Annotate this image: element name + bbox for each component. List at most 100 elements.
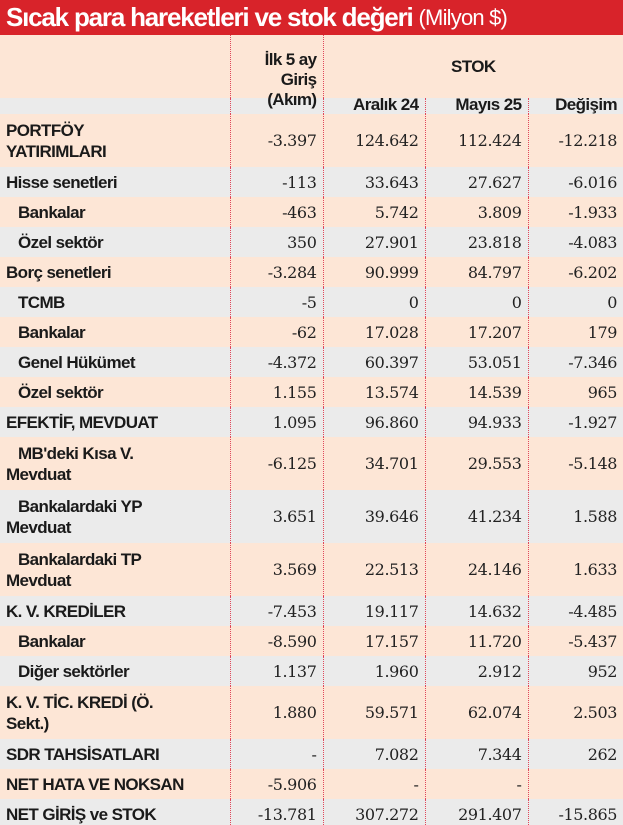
cell-flow: -7.453 [229, 596, 323, 626]
cell-degisim: 179 [527, 317, 623, 347]
cell-mayis25: 94.933 [424, 407, 528, 437]
cell-mayis25: 0 [424, 287, 528, 317]
cell-flow: -62 [229, 317, 323, 347]
table-row: Özel sektör 1.155 13.574 14.539 965 [0, 377, 623, 407]
cell-flow: 3.651 [229, 490, 323, 543]
cell-degisim: 0 [527, 287, 623, 317]
cell-flow: 1.137 [229, 656, 323, 686]
cell-flow: -5.906 [229, 769, 323, 799]
cell-flow: -3.284 [229, 257, 323, 287]
cell-flow: -3.397 [229, 114, 323, 167]
row-label: Hisse senetleri [6, 172, 118, 192]
row-label: Bankalar [18, 322, 86, 342]
row-label: TCMB [18, 292, 65, 312]
cell-aralik24: - [322, 769, 425, 799]
cell-degisim: -15.865 [527, 799, 623, 825]
cell-aralik24: 22.513 [322, 543, 425, 596]
cell-degisim: 965 [527, 377, 623, 407]
cell-aralik24: 96.860 [322, 407, 425, 437]
cell-degisim: -12.218 [527, 114, 623, 167]
table-row: Bankalar -463 5.742 3.809 -1.933 [0, 197, 623, 227]
table-row: Bankalar -62 17.028 17.207 179 [0, 317, 623, 347]
table-row: MB'deki Kısa V. Mevduat -6.125 34.701 29.55… [0, 437, 623, 490]
cell-flow: -113 [229, 167, 323, 197]
cell-degisim: -1.927 [527, 407, 623, 437]
cell-flow: - [229, 739, 323, 769]
cell-flow: 1.155 [229, 377, 323, 407]
table-row: Hisse senetleri -113 33.643 27.627 -6.016 [0, 167, 623, 197]
table-row: PORTFÖY YATIRIMLARI -3.397 124.642 112.424-… [0, 114, 623, 167]
unit-label: (Milyon $) [418, 4, 508, 30]
cell-mayis25: 14.632 [424, 596, 528, 626]
table-row: K. V. KREDİLER -7.453 19.117 14.632 -4.485 [0, 596, 623, 626]
table-row: K. V. TİC. KREDİ (Ö. Sekt.) 1.880 59.571 62… [0, 686, 623, 739]
cell-flow: 1.880 [229, 686, 323, 739]
cell-degisim: 1.633 [527, 543, 623, 596]
row-label: Bankalar [18, 631, 86, 651]
cell-flow: -463 [229, 197, 323, 227]
cell-flow: -8.590 [229, 626, 323, 656]
cell-aralik24: 17.157 [322, 626, 425, 656]
cell-mayis25: 23.818 [424, 227, 528, 257]
cell-mayis25: 112.424 [424, 114, 528, 167]
cell-aralik24: 17.028 [322, 317, 425, 347]
table-row: SDR TAHSİSATLARI -7.082 7.344 262 [0, 739, 623, 769]
header-stock-group: STOK [322, 35, 623, 98]
cell-degisim: 1.588 [527, 490, 623, 543]
cell-aralik24: 39.646 [322, 490, 425, 543]
cell-flow: 1.095 [229, 407, 323, 437]
row-label: Özel sektör [18, 382, 104, 402]
table-row: EFEKTİF, MEVDUAT 1.095 96.860 94.933 -1.927 [0, 407, 623, 437]
cell-degisim: -6.016 [527, 167, 623, 197]
cell-degisim: -1.933 [527, 197, 623, 227]
header-row-top: İlk 5 ay Giriş (Akım) STOK [0, 35, 623, 114]
title-bar: Sıcak para hareketleri ve stok değeri (M… [0, 0, 623, 35]
cell-aralik24: 124.642 [322, 114, 425, 167]
header-blank [0, 35, 230, 98]
row-label: NET HATA VE NOKSAN [6, 774, 184, 794]
row-label: EFEKTİF, MEVDUAT [6, 412, 158, 432]
cell-flow: -6.125 [229, 437, 323, 490]
cell-degisim: -4.485 [527, 596, 623, 626]
row-label: PORTFÖY YATIRIMLARI [6, 120, 107, 161]
cell-degisim: -7.346 [527, 347, 623, 377]
header-col-aralik24: Aralık 24 [322, 96, 425, 114]
flows-table: İlk 5 ay Giriş (Akım) STOK Aralık 24 May… [0, 35, 623, 825]
row-label: Genel Hükümet [18, 352, 136, 372]
cell-flow: -5 [229, 287, 323, 317]
cell-mayis25: 291.407 [424, 799, 528, 825]
cell-degisim: 2.503 [527, 686, 623, 739]
cell-aralik24: 34.701 [322, 437, 425, 490]
row-label: SDR TAHSİSATLARI [6, 744, 160, 764]
cell-degisim: -5.437 [527, 626, 623, 656]
row-label: MB'deki Kısa V. Mevduat [6, 443, 134, 484]
table-row: Özel sektör 350 27.901 23.818 -4.083 [0, 227, 623, 257]
row-label: NET GİRİŞ ve STOK [6, 804, 157, 824]
cell-mayis25: 24.146 [424, 543, 528, 596]
cell-aralik24: 0 [322, 287, 425, 317]
row-label: Özel sektör [18, 232, 104, 252]
cell-degisim: 952 [527, 656, 623, 686]
cell-aralik24: 5.742 [322, 197, 425, 227]
cell-aralik24: 60.397 [322, 347, 425, 377]
cell-mayis25: 14.539 [424, 377, 528, 407]
cell-flow: 3.569 [229, 543, 323, 596]
cell-mayis25: 62.074 [424, 686, 528, 739]
cell-mayis25: 27.627 [424, 167, 528, 197]
cell-degisim: 262 [527, 739, 623, 769]
table-row: NET HATA VE NOKSAN -5.906- - [0, 769, 623, 799]
cell-aralik24: 13.574 [322, 377, 425, 407]
cell-aralik24: 19.117 [322, 596, 425, 626]
table-row: TCMB -5 0 0 0 [0, 287, 623, 317]
table-row: Bankalardaki YP Mevduat 3.651 39.646 41.234… [0, 490, 623, 543]
cell-degisim: -4.083 [527, 227, 623, 257]
header-col-degisim: Değişim [527, 96, 623, 114]
cell-mayis25: 2.912 [424, 656, 528, 686]
cell-aralik24: 27.901 [322, 227, 425, 257]
header-flow: İlk 5 ay Giriş (Akım) [229, 35, 323, 114]
cell-mayis25: 17.207 [424, 317, 528, 347]
table-row: Bankalar -8.590 17.157 11.720 -5.437 [0, 626, 623, 656]
cell-mayis25: 41.234 [424, 490, 528, 543]
cell-aralik24: 33.643 [322, 167, 425, 197]
